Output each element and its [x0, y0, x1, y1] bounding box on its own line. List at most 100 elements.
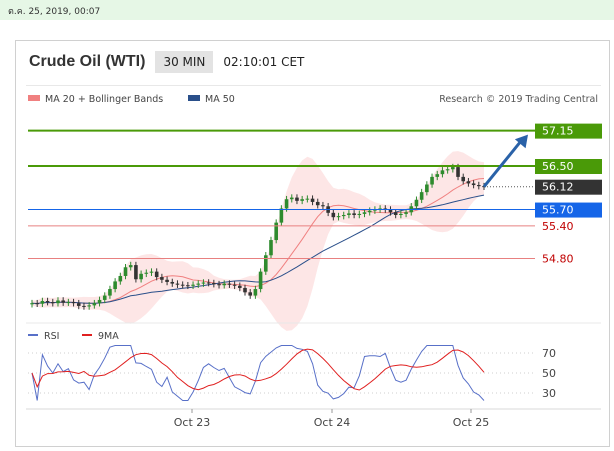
resistance-level-label: 56.50: [542, 160, 574, 173]
pivot-level-label: 55.40: [542, 220, 574, 233]
credit-text: Research © 2019 Trading Central: [439, 94, 598, 105]
candle-body: [451, 167, 455, 170]
date-time: ต.ค. 25, 2019, 00:07: [8, 7, 101, 17]
candle-body: [97, 299, 102, 304]
candle-body: [102, 295, 107, 300]
candle-body: [50, 302, 55, 304]
candle-body: [373, 209, 377, 211]
candle-body: [399, 213, 403, 215]
resistance-level-badge: [535, 159, 602, 174]
rsi-line: [31, 345, 485, 401]
candle-body: [201, 282, 206, 284]
candle-body: [404, 212, 408, 214]
candle-body: [248, 292, 253, 296]
candle-body: [222, 283, 227, 286]
candle-body: [430, 176, 434, 185]
candle-body: [279, 208, 284, 223]
candle-body: [466, 181, 471, 184]
candle-body: [217, 284, 221, 286]
candle-body: [362, 212, 367, 214]
rsi-ma-legend-label: 9MA: [98, 331, 119, 342]
candle-body: [414, 199, 419, 207]
candle-body: [471, 183, 476, 186]
candle-body: [232, 284, 237, 286]
bb-legend-label: MA 20 + Bollinger Bands: [45, 94, 163, 105]
candle-body: [258, 271, 263, 290]
candle-body: [40, 301, 45, 304]
candle-body: [191, 284, 195, 286]
ma50-legend-swatch: [188, 95, 200, 101]
candle-body: [118, 275, 123, 282]
forecast-arrow-shaft: [482, 137, 525, 188]
pivot-level-label: 54.80: [542, 253, 574, 266]
bb-legend-swatch: [28, 95, 40, 101]
rsi-tick-label: 50: [542, 367, 556, 380]
levels-layer: 57.15 56.50 56.12 55.70 55.40 54.80: [28, 123, 602, 266]
x-axis-labels: Oct 23 Oct 24 Oct 25: [174, 409, 490, 429]
rsi-tick-label: 70: [542, 347, 556, 360]
candle-body: [76, 303, 81, 306]
candle-body: [238, 285, 242, 288]
resistance-level-label: 57.15: [542, 125, 574, 138]
chart-header: Crude Oil (WTI) 30 MIN 02:10:01 CET: [29, 50, 304, 74]
last-price-badge: [535, 179, 602, 195]
timeframe-button[interactable]: 30 MIN: [155, 51, 214, 73]
date-bar: ต.ค. 25, 2019, 00:07: [0, 0, 614, 20]
candle-body: [149, 271, 154, 273]
candle-body: [461, 176, 466, 182]
candle-body: [357, 213, 362, 215]
candle-body: [289, 197, 294, 200]
candle-body: [82, 305, 86, 307]
candle-body: [352, 213, 356, 215]
candle-body: [175, 283, 180, 285]
candle-body: [212, 283, 216, 285]
x-tick-label: Oct 25: [453, 416, 490, 429]
candle-body: [30, 303, 34, 305]
support-level-badge: [535, 202, 602, 218]
candle-body: [310, 198, 315, 202]
resistance-level-badge: [535, 123, 602, 139]
candle-body: [61, 300, 65, 303]
candle-body: [113, 281, 117, 290]
candle-body: [160, 277, 164, 280]
candle-body: [367, 210, 372, 213]
candle-body: [383, 208, 388, 210]
candle-body: [56, 300, 60, 304]
candle-body: [263, 255, 268, 272]
ma50-legend-label: MA 50: [205, 94, 235, 105]
candle-body: [180, 284, 185, 286]
candle-body: [419, 192, 424, 200]
clock-time: 02:10:01 CET: [223, 55, 305, 69]
candle-body: [321, 205, 325, 207]
price-layer: [30, 151, 486, 331]
candle-body: [186, 285, 190, 287]
candle-body: [71, 302, 76, 304]
rsi-tick-label: 30: [542, 387, 556, 400]
rsi-layer: 70 50 30: [28, 345, 556, 401]
chart-panel: Crude Oil (WTI) 30 MIN 02:10:01 CET MA 2…: [15, 40, 610, 447]
candle-body: [295, 197, 299, 201]
candle-body: [440, 170, 445, 175]
candle-body: [144, 272, 149, 274]
candle-body: [45, 301, 50, 303]
rsi-legend-label: RSI: [44, 331, 59, 342]
candle-body: [134, 265, 138, 280]
forecast-arrow-head: [514, 134, 528, 149]
candle-body: [378, 208, 382, 210]
candle-body: [445, 169, 450, 171]
bollinger-band: [32, 151, 484, 331]
instrument-title: Crude Oil (WTI): [29, 53, 146, 70]
candle-body: [165, 279, 169, 282]
price-chart: MA 20 + Bollinger Bands MA 50 Research ©…: [26, 94, 602, 429]
candle-body: [206, 282, 211, 284]
candle-body: [300, 199, 304, 201]
header-divider: [26, 85, 601, 86]
candle-body: [154, 271, 159, 278]
candle-body: [393, 212, 398, 215]
candle-body: [243, 287, 247, 293]
candle-body: [305, 198, 310, 200]
candle-body: [139, 273, 143, 280]
candle-body: [128, 265, 133, 268]
x-tick-label: Oct 23: [174, 416, 211, 429]
candle-body: [435, 174, 440, 177]
